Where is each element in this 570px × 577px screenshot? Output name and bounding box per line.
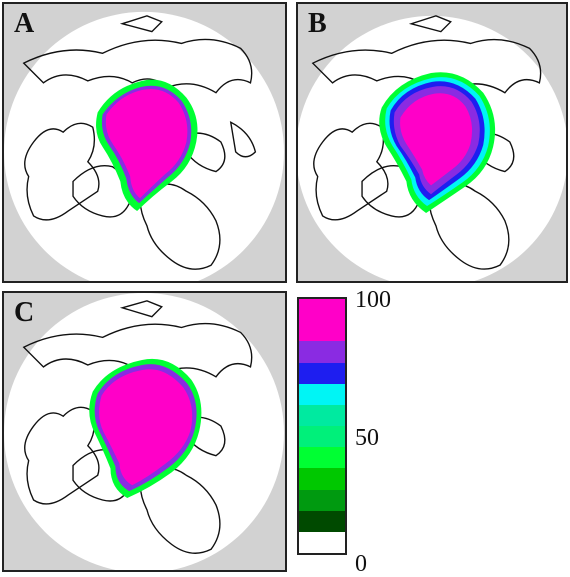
ice-core-magenta [105, 89, 188, 199]
colorbar-segment [299, 299, 345, 321]
colorbar-tick-0: 0 [355, 551, 367, 577]
map-panel-c: C [2, 291, 287, 572]
colorbar-segment [299, 510, 345, 532]
colorbar-tick-100: 100 [355, 287, 391, 313]
map-panel-a: A [2, 2, 287, 283]
colorbar-segment [299, 362, 345, 384]
arctic-map-c [4, 293, 284, 570]
colorbar-segment [299, 447, 345, 469]
colorbar-segment [299, 489, 345, 511]
ice-core-magenta [400, 93, 473, 186]
colorbar-segment [299, 320, 345, 342]
colorbar-tick-50: 50 [355, 425, 379, 451]
colorbar-segment [299, 341, 345, 363]
colorbar-segment [299, 404, 345, 427]
panel-label-c: C [14, 297, 35, 328]
colorbar-segment [299, 383, 345, 405]
arctic-map-a [4, 11, 284, 281]
arctic-map-b [298, 15, 566, 281]
panel-label-a: A [14, 8, 35, 39]
colorbar-segment [299, 531, 345, 554]
map-panel-b: B [296, 2, 568, 283]
colorbar-segment [299, 468, 345, 490]
concentration-colorbar [297, 297, 347, 555]
ice-core-magenta [99, 369, 193, 486]
panel-label-b: B [308, 8, 327, 39]
colorbar-segment [299, 426, 345, 448]
coastline-group [22, 300, 253, 554]
